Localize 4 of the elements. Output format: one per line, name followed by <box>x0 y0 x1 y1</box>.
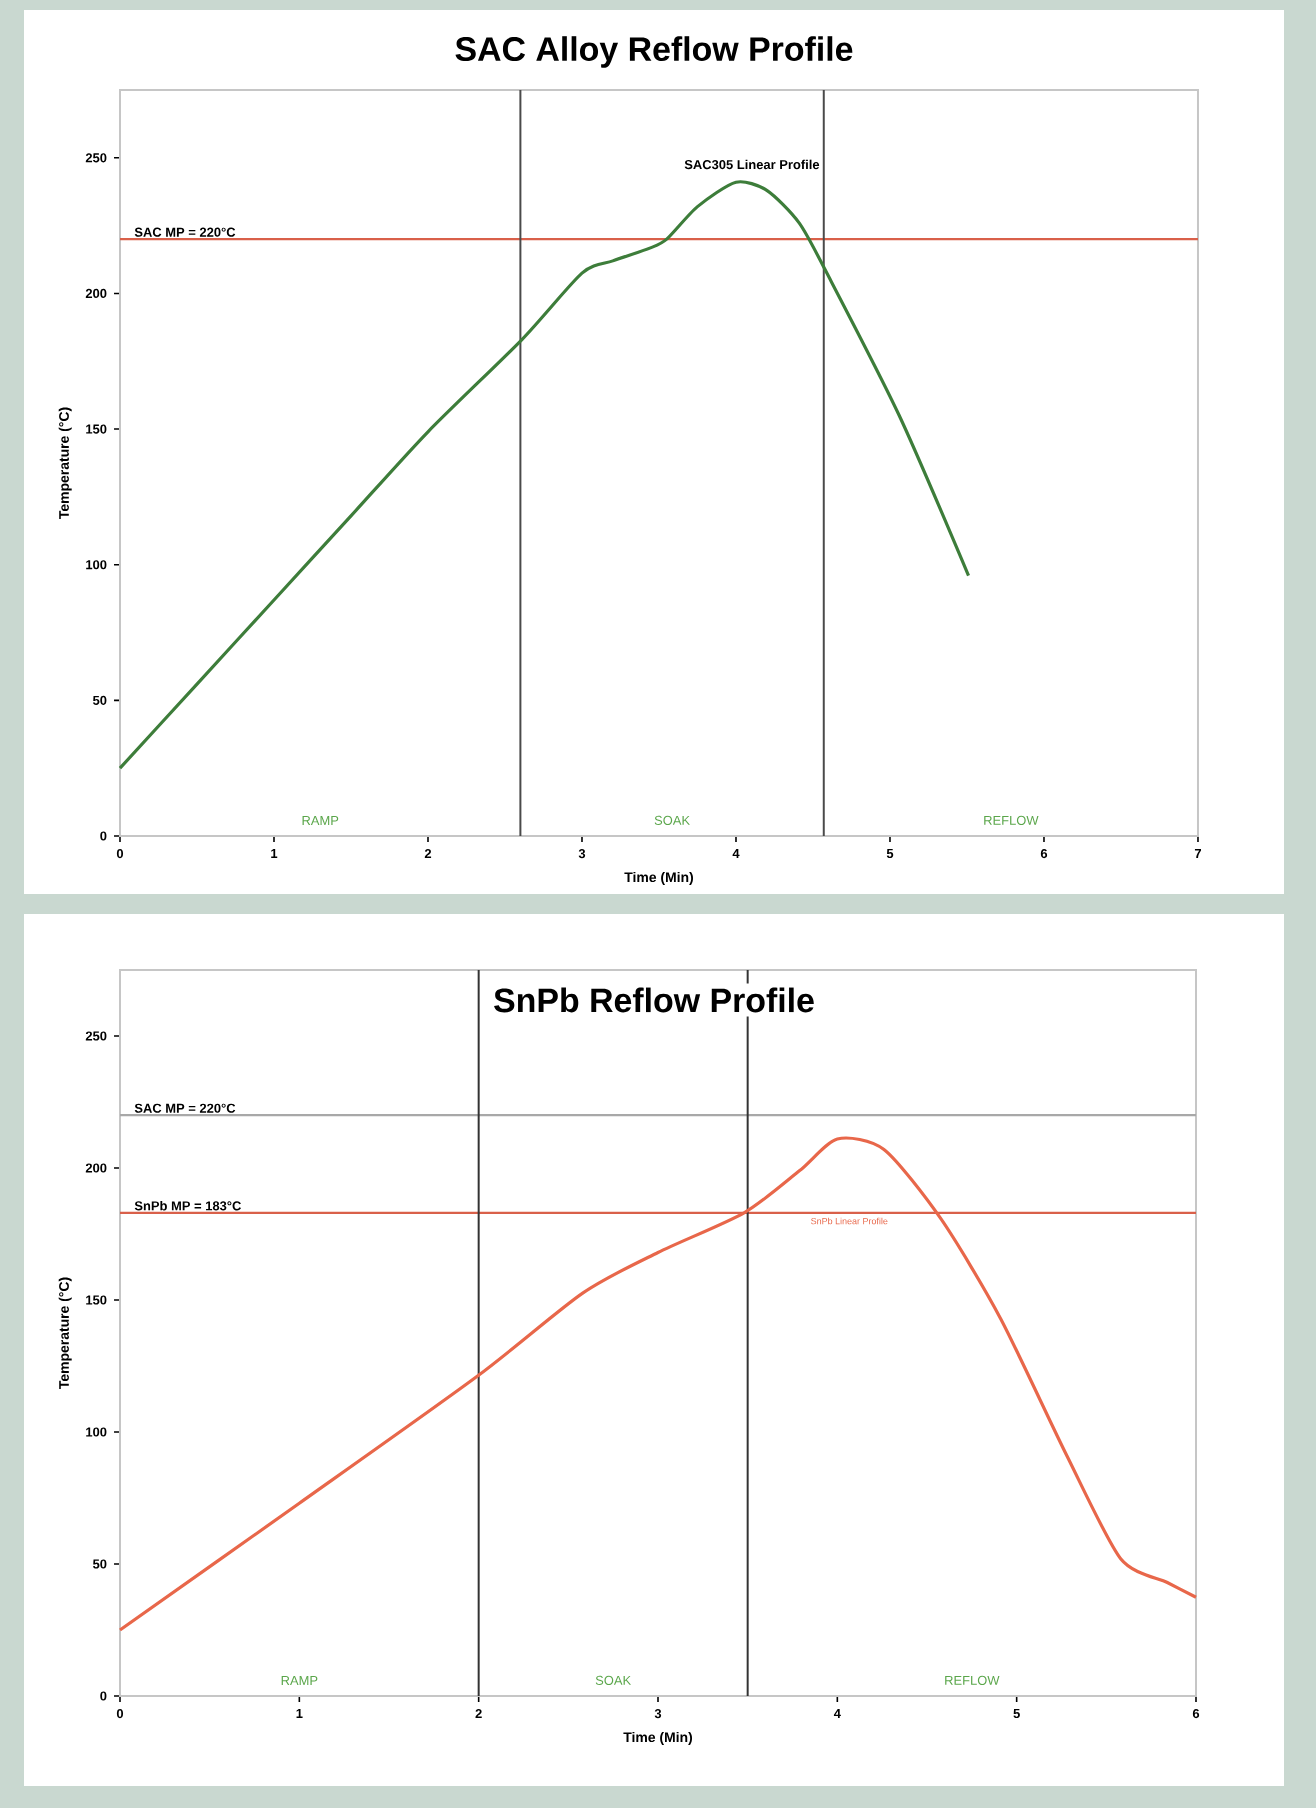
line-series <box>118 1136 1198 1632</box>
chart-title: SAC Alloy Reflow Profile <box>455 36 853 68</box>
line-series <box>118 180 971 770</box>
chart-title: SnPb Reflow Profile <box>494 987 814 1013</box>
